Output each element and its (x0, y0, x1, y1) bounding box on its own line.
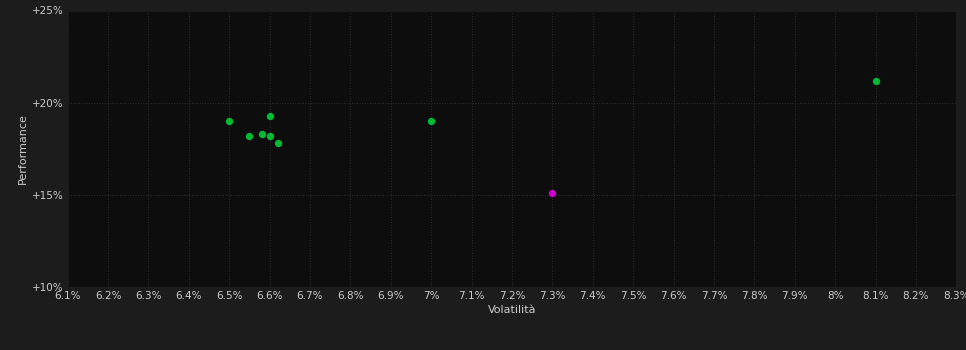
Point (221, 118, 237, 124)
Point (867, 78, 883, 83)
Point (254, 131, 270, 137)
Point (242, 133, 257, 139)
Point (270, 140, 285, 146)
Point (262, 113, 277, 118)
X-axis label: Volatilità: Volatilità (488, 305, 536, 315)
Y-axis label: Performance: Performance (17, 113, 28, 184)
Point (423, 118, 439, 124)
Point (262, 133, 277, 139)
Point (545, 190, 560, 196)
